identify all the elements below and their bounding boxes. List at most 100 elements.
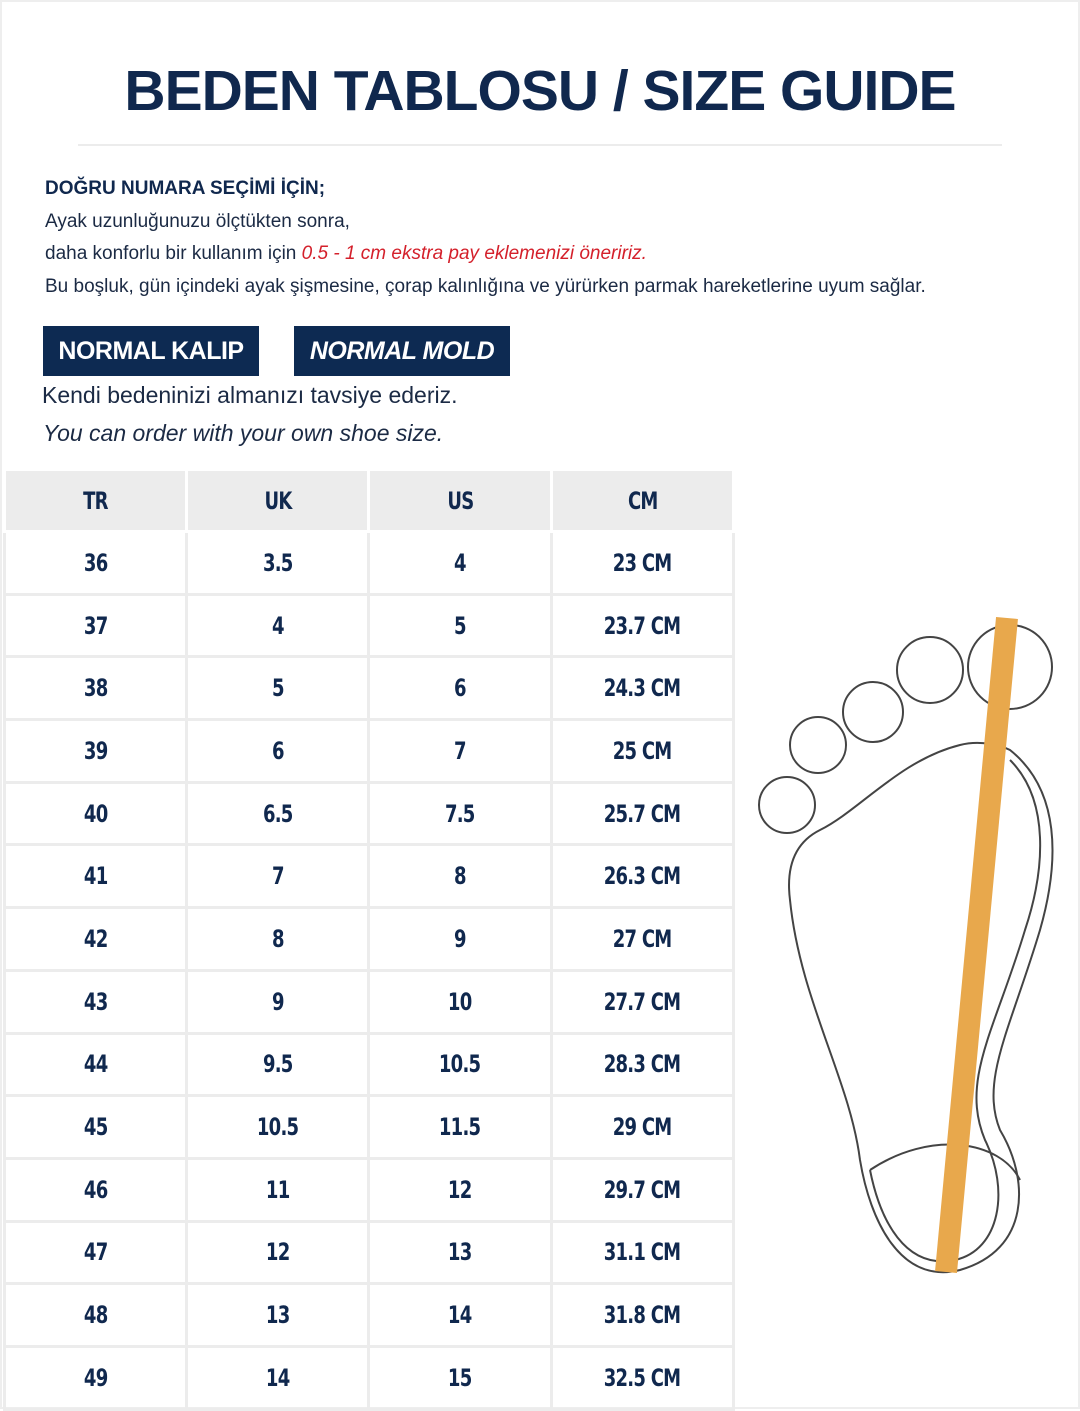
column-header-us: US	[367, 468, 553, 533]
cell-tr: 44	[2, 1031, 189, 1098]
cell-value: 44	[83, 1050, 108, 1079]
cell-tr: 42	[2, 906, 189, 972]
cell-tr: 38	[2, 655, 189, 722]
cell-value: 14	[266, 1363, 290, 1392]
cell-value: 43	[83, 987, 108, 1016]
cell-value: 36	[83, 548, 108, 577]
measure-bar	[935, 616, 1018, 1274]
badge-normal-mold: NORMAL MOLD	[294, 326, 510, 376]
cell-us: 7	[367, 718, 553, 784]
advice-tr: Kendi bedeninizi almanızı tavsiye ederiz…	[42, 382, 458, 408]
cell-value: 31.1 CM	[604, 1238, 681, 1267]
cell-uk: 8	[185, 906, 371, 972]
cell-value: 8	[454, 862, 467, 891]
cell-uk: 3.5	[185, 530, 371, 596]
cell-value: 11	[266, 1175, 290, 1204]
column-header-tr: TR	[2, 468, 189, 533]
table-row: 47 12 13 31.1 CM	[2, 1219, 736, 1286]
cell-value: 12	[266, 1238, 290, 1267]
cell-value: 13	[266, 1301, 290, 1330]
cell-value: 46	[83, 1175, 108, 1204]
cell-uk: 10.5	[185, 1094, 371, 1160]
cell-value: 38	[83, 674, 108, 703]
foot-outline-icon	[758, 624, 1054, 1274]
divider	[78, 144, 1002, 146]
intro-highlight: 0.5 - 1 cm ekstra pay eklemenizi öneriri…	[301, 243, 647, 264]
cell-value: 12	[448, 1175, 472, 1204]
cell-uk: 4	[185, 592, 371, 659]
cell-cm: 23.7 CM	[549, 592, 736, 659]
cell-cm: 25.7 CM	[549, 780, 736, 847]
cell-cm: 31.8 CM	[549, 1282, 736, 1348]
table-row: 38 5 6 24.3 CM	[2, 655, 736, 722]
table-row: 36 3.5 4 23 CM	[2, 530, 736, 596]
cell-uk: 6	[185, 718, 371, 784]
column-header-uk: UK	[185, 468, 371, 533]
cell-tr: 47	[2, 1219, 189, 1286]
badge-normal-kalip: NORMAL KALIP	[43, 326, 259, 376]
table-row: 45 10.5 11.5 29 CM	[2, 1094, 736, 1160]
cell-us: 10	[367, 968, 553, 1035]
table-row: 48 13 14 31.8 CM	[2, 1282, 736, 1348]
table-body: 36 3.5 4 23 CM 37 4 5 23.7 CM 38 5 6 24.3 CM 39 6 7 25 …	[2, 530, 736, 1411]
page-title: BEDEN TABLOSU / SIZE GUIDE	[124, 59, 956, 123]
cell-cm: 26.3 CM	[549, 843, 736, 910]
table-row: 43 9 10 27.7 CM	[2, 968, 736, 1035]
cell-value: 25 CM	[613, 736, 672, 765]
cell-value: 7	[271, 862, 285, 891]
cell-us: 5	[367, 592, 553, 659]
cell-value: 5	[454, 611, 467, 640]
cell-value: 4	[271, 611, 285, 640]
cell-value: 29 CM	[613, 1113, 672, 1142]
column-header-cm: CM	[549, 468, 736, 533]
cell-cm: 29.7 CM	[549, 1156, 736, 1223]
cell-cm: 32.5 CM	[549, 1344, 736, 1411]
cell-value: 6.5	[262, 799, 293, 828]
cell-uk: 14	[185, 1344, 371, 1411]
cell-value: 5	[271, 674, 285, 703]
cell-value: 11.5	[439, 1113, 481, 1142]
cell-us: 8	[367, 843, 553, 910]
cell-us: 4	[367, 530, 553, 596]
table-row: 42 8 9 27 CM	[2, 906, 736, 972]
cell-value: 10.5	[257, 1113, 299, 1142]
cell-value: 42	[83, 924, 108, 953]
cell-value: 7	[454, 736, 467, 765]
cell-value: 15	[448, 1363, 472, 1392]
cell-value: 13	[448, 1238, 472, 1267]
cell-tr: 37	[2, 592, 189, 659]
intro-line-1: Ayak uzunluğunuzu ölçtükten sonra,	[45, 211, 350, 232]
column-header-label: US	[447, 486, 474, 515]
table-row: 37 4 5 23.7 CM	[2, 592, 736, 659]
intro-line-2: daha konforlu bir kullanım için 0.5 - 1 …	[45, 243, 647, 265]
cell-uk: 12	[185, 1219, 371, 1286]
cell-tr: 45	[2, 1094, 189, 1160]
cell-uk: 6.5	[185, 780, 371, 847]
cell-cm: 27 CM	[549, 906, 736, 972]
cell-cm: 23 CM	[549, 530, 736, 596]
intro-heading: DOĞRU NUMARA SEÇİMİ İÇİN;	[45, 178, 326, 199]
cell-value: 6	[271, 736, 285, 765]
cell-value: 41	[83, 862, 108, 891]
cell-cm: 24.3 CM	[549, 655, 736, 722]
cell-value: 9	[271, 987, 285, 1016]
cell-value: 7.5	[445, 799, 475, 828]
cell-us: 15	[367, 1344, 553, 1411]
table-row: 39 6 7 25 CM	[2, 718, 736, 784]
cell-value: 3.5	[262, 548, 293, 577]
advice-en: You can order with your own shoe size.	[43, 420, 444, 446]
cell-us: 14	[367, 1282, 553, 1348]
cell-value: 26.3 CM	[604, 862, 681, 891]
size-table: TR UK US CM 36 3.5 4 23 CM 37 4 5 23.7 CM 38 5 6 24.3 …	[2, 468, 736, 1411]
intro-line-3: Bu boşluk, gün içindeki ayak şişmesine, …	[45, 276, 926, 297]
cell-value: 25.7 CM	[604, 799, 681, 828]
cell-value: 8	[271, 924, 285, 953]
cell-value: 24.3 CM	[604, 674, 681, 703]
table-header-row: TR UK US CM	[2, 468, 736, 533]
cell-value: 49	[83, 1363, 108, 1392]
cell-value: 14	[448, 1301, 472, 1330]
cell-value: 27 CM	[613, 924, 672, 953]
cell-tr: 39	[2, 718, 189, 784]
cell-us: 12	[367, 1156, 553, 1223]
cell-cm: 25 CM	[549, 718, 736, 784]
